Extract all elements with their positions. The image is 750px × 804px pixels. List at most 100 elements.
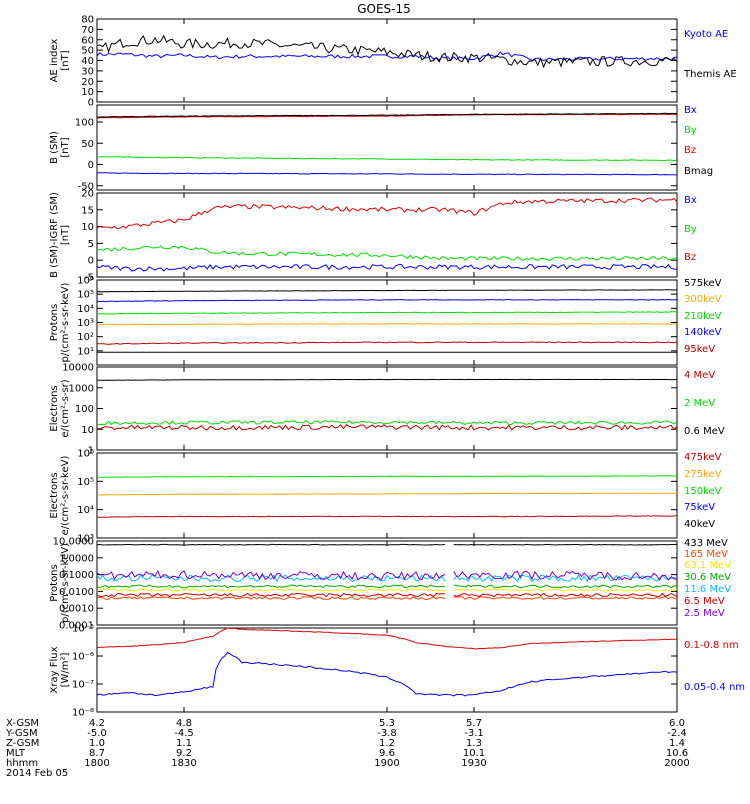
x-row-value: -4.5	[174, 728, 194, 739]
y-tick-label: 50	[81, 46, 94, 57]
legend-entry: 0.05-0.4 nm	[684, 682, 745, 693]
series-line-210kev	[96, 311, 678, 315]
y-tick-label: 0	[88, 160, 94, 171]
legend-entry: 575keV	[684, 278, 722, 289]
y-tick-label: 30	[81, 66, 94, 77]
y-tick-label: -5	[84, 273, 94, 284]
legend-entry: 2 MeV	[684, 398, 715, 409]
y-tick-label: 60	[81, 35, 94, 46]
y-axis-label: B (SM)-IGRF (SM)[nT]	[49, 192, 71, 278]
x-row-value: 2000	[664, 758, 689, 769]
legend-entry: 275keV	[684, 469, 722, 480]
y-axis-label: Electronse/(cm²-s-sr-keV)	[49, 456, 71, 536]
legend-entry: 63.1 MeV	[684, 560, 731, 571]
x-row-value: 5.7	[466, 718, 482, 729]
series-line-433-mev	[96, 543, 678, 546]
panel-frame	[96, 104, 678, 191]
legend-entry: 30.6 MeV	[684, 572, 731, 583]
series-line-themis-ae	[96, 34, 678, 69]
x-row-label: hhmm	[6, 758, 38, 769]
y-tick-label: 1000	[69, 383, 94, 394]
x-row-value: 4.2	[89, 718, 105, 729]
y-tick-label: 10.0000	[53, 537, 94, 548]
y-tick-label: 15	[81, 205, 94, 216]
series-line-150kev	[96, 475, 678, 478]
legend-entry: 300keV	[684, 294, 722, 305]
panel-2: -50 0 50 100 B (SM)[nT] Bx By Bz Bmag	[49, 104, 713, 192]
legend-entry: 4 MeV	[684, 370, 715, 381]
panel-frame	[96, 627, 678, 713]
x-row-value: 9.6	[379, 748, 395, 759]
legend-entry: 433 MeV	[684, 538, 728, 549]
legend-entry: 210keV	[684, 311, 722, 322]
panel-7: 0.0001 0.0010 0.0100 0.1000 1.0000 10.0000Pro…	[49, 537, 731, 632]
y-axis-label: AE index[nT]	[49, 39, 71, 83]
legend-entry: 150keV	[684, 486, 722, 497]
x-row-value: -3.8	[377, 728, 397, 739]
y-tick-label: 10⁻⁵	[72, 624, 94, 635]
y-tick-label: 10⁴	[77, 304, 94, 315]
y-tick-label: 100	[75, 404, 94, 415]
y-axis-label: Xray Flux[W/m²]	[49, 646, 71, 693]
x-row-label: MLT	[6, 748, 26, 759]
series-line-bx	[96, 172, 678, 176]
series-line-2-5-mev	[96, 569, 678, 582]
x-row-value: 9.2	[176, 748, 192, 759]
panel-4: 10¹ 10² 10³ 10⁴ 10⁵ 10⁶ Protonsp/(cm²-s-sr-keV…	[49, 276, 722, 366]
panel-frame	[96, 18, 678, 103]
series-line-0-1-0-8-nm	[96, 627, 678, 650]
legend-entry: 0.1-0.8 nm	[684, 640, 739, 651]
y-tick-label: 40	[81, 56, 94, 67]
date-label: 2014 Feb 05	[6, 768, 68, 779]
legend-entry: 11.6 MeV	[684, 584, 731, 595]
series-line-by	[96, 245, 678, 262]
y-tick-label: 50	[81, 139, 94, 150]
legend-entry: 140keV	[684, 327, 722, 338]
legend-entry: 40keV	[684, 519, 715, 530]
x-row-label: Z-GSM	[6, 738, 39, 749]
y-tick-label: 10⁻⁶	[72, 652, 94, 663]
legend-entry: Bz	[684, 145, 696, 156]
y-tick-label: 0.1000	[59, 570, 94, 581]
legend-entry: Themis AE	[683, 69, 737, 80]
series-line-63-1-mev	[96, 588, 678, 592]
panel-frame	[96, 192, 678, 278]
series-line-140kev	[96, 298, 678, 303]
x-row-label: X-GSM	[6, 718, 39, 729]
legend-entry: Bmag	[684, 166, 713, 177]
series-line-by	[97, 156, 678, 162]
y-tick-label: 10⁻⁸	[72, 708, 94, 719]
legend-entry: Bx	[684, 195, 697, 206]
y-tick-label: 10	[81, 222, 94, 233]
y-tick-label: 0.0001	[59, 621, 94, 632]
x-row-value: 1.2	[379, 738, 395, 749]
panel-5: 1 10 100 1000 10000 Electronse/(cm²-s-sr) 4 Me…	[49, 363, 725, 457]
series-line-bmag	[96, 112, 678, 118]
y-tick-label: 10¹	[77, 346, 94, 357]
x-row-label: Y-GSM	[5, 728, 38, 739]
legend-entry: Kyoto AE	[684, 29, 728, 40]
y-tick-label: 10⁴	[77, 505, 94, 516]
y-tick-label: 10³	[77, 318, 94, 329]
legend-entry: 75keV	[684, 502, 715, 513]
series-line-95kev	[96, 341, 678, 345]
legend-entry: 6.5 MeV	[684, 596, 725, 607]
y-tick-label: -50	[78, 181, 94, 192]
y-tick-label: 10	[81, 425, 94, 436]
series-line-6-5-mev	[96, 592, 678, 598]
series-line-165-mev	[96, 596, 678, 600]
y-tick-label: 0	[88, 98, 94, 109]
y-axis-label: Protonsp/(cm²-s-sr-keV)	[49, 282, 71, 362]
series-line-11-6-mev	[96, 574, 678, 583]
series-line-bz	[96, 197, 678, 230]
y-tick-label: 10⁻⁷	[72, 680, 94, 691]
x-row-value: 10.6	[666, 748, 688, 759]
y-tick-label: 0.0100	[59, 587, 94, 598]
legend-entry: By	[684, 224, 697, 235]
y-axis-label: B (SM)[nT]	[49, 131, 71, 164]
y-tick-label: 20	[81, 189, 94, 200]
panel-frame	[96, 540, 678, 626]
